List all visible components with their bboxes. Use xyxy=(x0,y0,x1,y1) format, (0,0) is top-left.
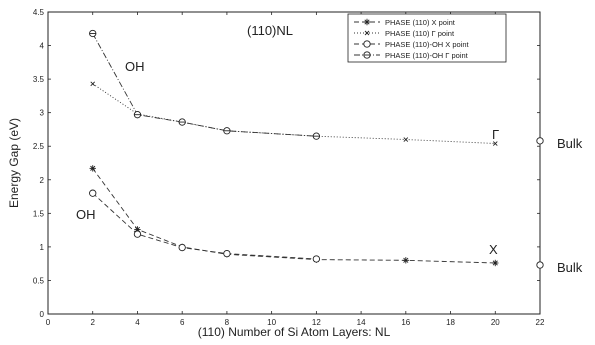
data-point xyxy=(223,127,231,135)
x-tick-label: 0 xyxy=(46,318,51,327)
y-tick-label: 4.5 xyxy=(33,8,45,17)
legend-label: PHASE (110) Γ point xyxy=(385,29,455,38)
legend-entry: PHASE (110) X point xyxy=(354,18,456,27)
bulk-point xyxy=(536,261,544,269)
x-tick-label: 2 xyxy=(91,318,96,327)
series-line xyxy=(92,168,496,264)
y-tick-label: 3 xyxy=(40,109,45,118)
data-point xyxy=(223,249,231,258)
x-tick-label: 6 xyxy=(180,318,185,327)
data-point xyxy=(178,118,186,126)
y-axis-ticks: 0 0.5 1 1.5 2 2.5 3 3.5 4 4.5 xyxy=(33,8,540,319)
data-point xyxy=(402,257,410,264)
series-4 xyxy=(89,29,321,140)
y-tick-label: 1.5 xyxy=(33,209,45,218)
x-tick-label: 4 xyxy=(135,318,140,327)
x-point-annotation: X xyxy=(489,242,498,257)
data-point xyxy=(312,255,321,263)
legend-entry: PHASE (110) Γ point xyxy=(354,29,455,38)
legend-marker xyxy=(363,18,371,26)
series-line xyxy=(92,192,317,260)
series-3 xyxy=(89,189,321,263)
series-2 xyxy=(90,81,498,146)
x-tick-label: 8 xyxy=(225,318,230,327)
gamma-point-annotation: Γ xyxy=(492,127,499,142)
legend-label: PHASE (110)-OH X point xyxy=(385,40,470,49)
y-tick-label: 0.5 xyxy=(33,276,45,285)
bulk-points: Bulk Bulk xyxy=(536,136,583,275)
data-point xyxy=(89,165,96,172)
y-tick-label: 3.5 xyxy=(33,75,45,84)
legend-label: PHASE (110) X point xyxy=(385,18,456,27)
x-tick-label: 10 xyxy=(267,318,276,327)
data-point xyxy=(133,111,142,119)
bulk-label: Bulk xyxy=(557,260,583,275)
x-tick-label: 22 xyxy=(536,318,545,327)
data-point xyxy=(178,243,186,252)
x-tick-label: 20 xyxy=(491,318,500,327)
y-tick-label: 4 xyxy=(40,42,45,51)
x-axis-label: (110) Number of Si Atom Layers: NL xyxy=(198,325,391,339)
legend-marker xyxy=(363,51,371,59)
y-tick-label: 2 xyxy=(40,176,45,185)
legend: PHASE (110) X point PHASE (110) Γ point PH… xyxy=(347,13,507,63)
data-point xyxy=(133,230,142,238)
data-point xyxy=(403,137,409,142)
data-point xyxy=(90,81,96,87)
legend-entry: PHASE (110)-OH Γ point xyxy=(354,51,469,60)
oh-lower-annotation: OH xyxy=(76,207,96,222)
y-tick-label: 2.5 xyxy=(33,142,45,151)
y-axis-label: Energy Gap (eV) xyxy=(7,118,21,208)
data-point xyxy=(492,141,498,146)
panel-annotation: (110)NL xyxy=(247,23,293,38)
x-tick-label: 14 xyxy=(357,318,366,327)
data-point xyxy=(89,189,97,197)
annotations: (110)NL OH OH Γ X xyxy=(76,23,499,257)
plot-frame xyxy=(47,11,541,315)
legend-marker xyxy=(363,40,371,48)
data-point xyxy=(89,29,97,38)
data-point xyxy=(492,259,499,267)
x-axis-ticks: 0 2 4 6 8 10 12 14 16 18 20 22 xyxy=(46,12,545,327)
series-line xyxy=(92,33,317,137)
bulk-label: Bulk xyxy=(557,136,583,151)
y-tick-label: 1 xyxy=(40,243,45,252)
data-point xyxy=(312,132,321,140)
legend-label: PHASE (110)-OH Γ point xyxy=(385,51,469,60)
legend-marker xyxy=(364,30,370,36)
oh-upper-annotation: OH xyxy=(125,59,145,74)
series-layer xyxy=(89,29,499,267)
legend-entry: PHASE (110)-OH X point xyxy=(354,40,470,49)
x-tick-label: 12 xyxy=(312,318,321,327)
bulk-point xyxy=(536,137,544,145)
series-1 xyxy=(89,165,499,267)
y-tick-label: 0 xyxy=(40,310,45,319)
x-tick-label: 16 xyxy=(401,318,410,327)
x-tick-label: 18 xyxy=(446,318,455,327)
